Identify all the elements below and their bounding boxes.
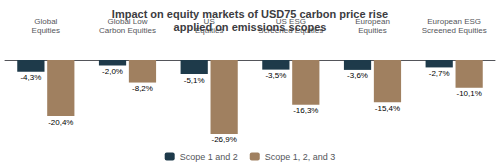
svg-text:European ESG: European ESG: [427, 17, 481, 26]
svg-text:Impact on equity markets of US: Impact on equity markets of USD75 carbon…: [112, 8, 388, 20]
svg-text:Carbon Equities: Carbon Equities: [99, 26, 156, 35]
svg-text:-10,1%: -10,1%: [456, 89, 481, 98]
svg-text:-2,0%: -2,0%: [102, 67, 123, 76]
svg-text:Scope 1 and 2: Scope 1 and 2: [180, 152, 238, 162]
svg-text:applied on emissions scopes: applied on emissions scopes: [174, 21, 327, 33]
svg-text:Equities: Equities: [32, 26, 60, 35]
svg-text:Global Low: Global Low: [107, 17, 148, 26]
svg-text:-8,2%: -8,2%: [132, 84, 153, 93]
svg-text:Scope 1, 2, and 3: Scope 1, 2, and 3: [265, 152, 336, 162]
svg-text:Screened Equities: Screened Equities: [422, 26, 487, 35]
svg-text:-3,6%: -3,6%: [347, 71, 368, 80]
svg-text:-16,3%: -16,3%: [293, 106, 318, 115]
svg-text:-4,3%: -4,3%: [20, 73, 41, 82]
svg-text:-3,5%: -3,5%: [265, 71, 286, 80]
svg-text:Global: Global: [34, 17, 57, 26]
svg-text:-2,7%: -2,7%: [429, 69, 450, 78]
svg-text:-26,9%: -26,9%: [211, 135, 236, 144]
svg-text:Equities: Equities: [358, 26, 386, 35]
svg-text:-20,4%: -20,4%: [48, 118, 73, 127]
svg-text:European: European: [355, 17, 390, 26]
svg-text:-15,4%: -15,4%: [375, 104, 400, 113]
svg-text:-5,1%: -5,1%: [184, 76, 205, 85]
